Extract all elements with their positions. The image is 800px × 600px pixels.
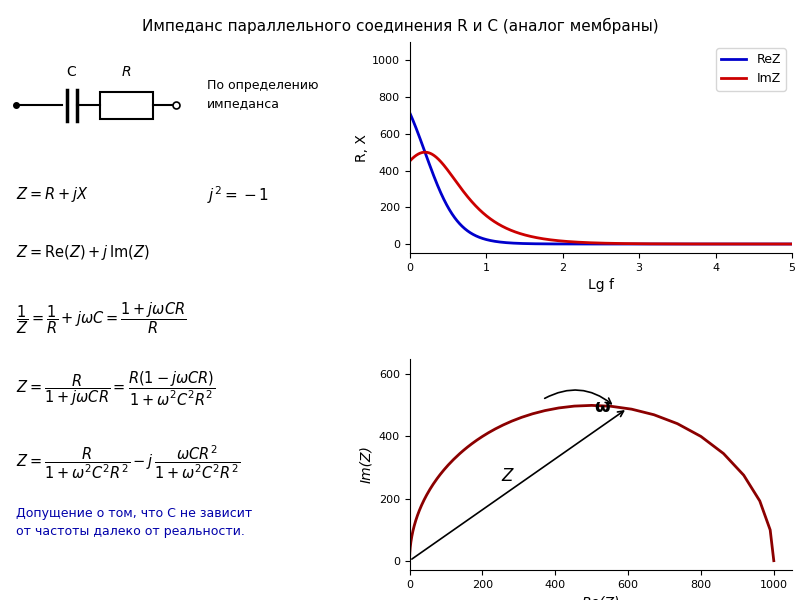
ImZ <box>591 239 601 247</box>
Text: По определению
импеданса: По определению импеданса <box>207 79 318 110</box>
Text: $j^2 = -1$: $j^2 = -1$ <box>207 185 269 206</box>
Text: R: R <box>122 65 131 79</box>
ReZ <box>424 160 434 167</box>
ImZ <box>581 239 590 246</box>
ReZ <box>776 241 786 248</box>
ImZ <box>405 158 414 165</box>
Text: ω: ω <box>594 398 610 416</box>
Line: ReZ: ReZ <box>410 112 792 244</box>
ReZ <box>581 241 590 248</box>
ReZ <box>706 241 715 248</box>
Line: ImZ: ImZ <box>410 152 792 244</box>
Text: C: C <box>66 65 76 79</box>
ReZ <box>405 109 414 116</box>
Text: $Z = \dfrac{R}{1 + \omega^2 C^2 R^2} - j\,\dfrac{\omega CR^2}{1 + \omega^2 C^2 R: $Z = \dfrac{R}{1 + \omega^2 C^2 R^2} - j… <box>16 443 240 481</box>
X-axis label: Re(Z): Re(Z) <box>582 595 620 600</box>
ReZ <box>590 241 600 248</box>
ImZ <box>420 149 430 156</box>
Text: Импеданс параллельного соединения R и C (аналог мембраны): Импеданс параллельного соединения R и C … <box>142 18 658 34</box>
Text: $Z = R + jX$: $Z = R + jX$ <box>16 185 89 203</box>
Text: Допущение о том, что C не зависит
от частоты далеко от реальности.: Допущение о том, что C не зависит от час… <box>16 506 252 538</box>
Bar <box>100 92 154 119</box>
ImZ <box>787 241 797 248</box>
ImZ <box>776 241 786 248</box>
Text: $Z = \dfrac{R}{1 + j\omega CR} = \dfrac{R(1 - j\omega CR)}{1 + \omega^2 C^2 R^2}: $Z = \dfrac{R}{1 + j\omega CR} = \dfrac{… <box>16 370 215 408</box>
ReZ <box>776 241 786 248</box>
Text: $\dfrac{1}{Z} = \dfrac{1}{R} + j\omega C = \dfrac{1 + j\omega CR}{R}$: $\dfrac{1}{Z} = \dfrac{1}{R} + j\omega C… <box>16 301 186 336</box>
Legend: ReZ, ImZ: ReZ, ImZ <box>716 48 786 91</box>
ImZ <box>425 149 434 157</box>
Y-axis label: Im(Z): Im(Z) <box>359 445 373 484</box>
ReZ <box>787 241 797 248</box>
ImZ <box>776 241 786 248</box>
ImZ <box>706 241 716 248</box>
X-axis label: Lg f: Lg f <box>588 278 614 292</box>
Text: $Z = \mathrm{Re}(Z) + j\,\mathrm{Im}(Z)$: $Z = \mathrm{Re}(Z) + j\,\mathrm{Im}(Z)$ <box>16 242 149 262</box>
Y-axis label: R, X: R, X <box>355 134 369 161</box>
Text: Z: Z <box>501 467 513 485</box>
